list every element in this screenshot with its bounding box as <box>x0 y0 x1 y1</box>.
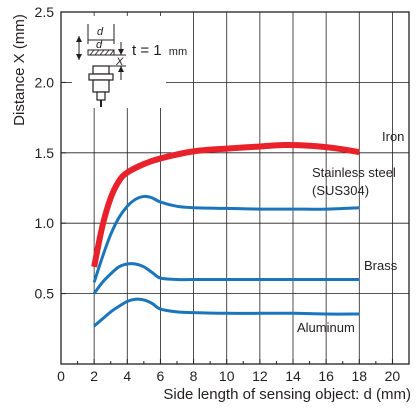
axis-ticks: 0 2 4 6 8 10 12 14 16 18 20 0.5 1.0 1.5 2.0 2.5 <box>35 4 401 384</box>
series-label-aluminum: Aluminum <box>297 320 355 335</box>
series-line-stainless <box>92 194 360 283</box>
y-tick-label: 1.0 <box>35 215 55 231</box>
y-tick-label: 0.5 <box>35 286 55 302</box>
y-tick-label: 2.5 <box>35 4 55 20</box>
inset-sensor-tail <box>96 91 106 101</box>
inset-thickness-label: t = 1 mm <box>132 42 187 59</box>
x-tick-label: 14 <box>285 368 301 384</box>
series-line-aluminum <box>93 297 360 328</box>
inset-x-label: X <box>115 56 124 68</box>
series-line-brass <box>92 262 360 295</box>
series-label-iron: Iron <box>382 129 404 144</box>
inset-d-label-lower: d <box>96 39 103 51</box>
series-label-stainless: Stainless steel (SUS304) <box>312 165 399 198</box>
plot-frame <box>60 11 410 365</box>
inset-sensor-body <box>92 79 110 93</box>
y-tick-label: 2.0 <box>35 74 55 90</box>
y-tick-label: 1.5 <box>35 145 55 161</box>
inset-plate <box>87 49 115 56</box>
y-axis-title: Distance X (mm) <box>11 14 28 126</box>
series-lines <box>91 142 360 328</box>
x-tick-label: 18 <box>351 368 367 384</box>
x-tick-label: 16 <box>318 368 334 384</box>
series-label-brass: Brass <box>364 258 398 273</box>
series-line-iron <box>91 142 360 268</box>
x-tick-label: 12 <box>252 368 268 384</box>
inset-sensor-head <box>92 65 110 75</box>
inset-sensor-nut <box>88 73 114 81</box>
x-tick-label: 8 <box>190 368 198 384</box>
inset-diagram: d d X t = 1 mm <box>72 16 187 108</box>
x-tick-label: 20 <box>385 368 401 384</box>
x-tick-label: 10 <box>219 368 235 384</box>
x-tick-label: 2 <box>90 368 98 384</box>
inset-d-label: d <box>97 26 104 38</box>
x-tick-label: 0 <box>57 368 65 384</box>
x-tick-label: 6 <box>157 368 165 384</box>
x-tick-label: 4 <box>123 368 131 384</box>
x-axis-title: Side length of sensing object: d (mm) <box>163 386 411 403</box>
